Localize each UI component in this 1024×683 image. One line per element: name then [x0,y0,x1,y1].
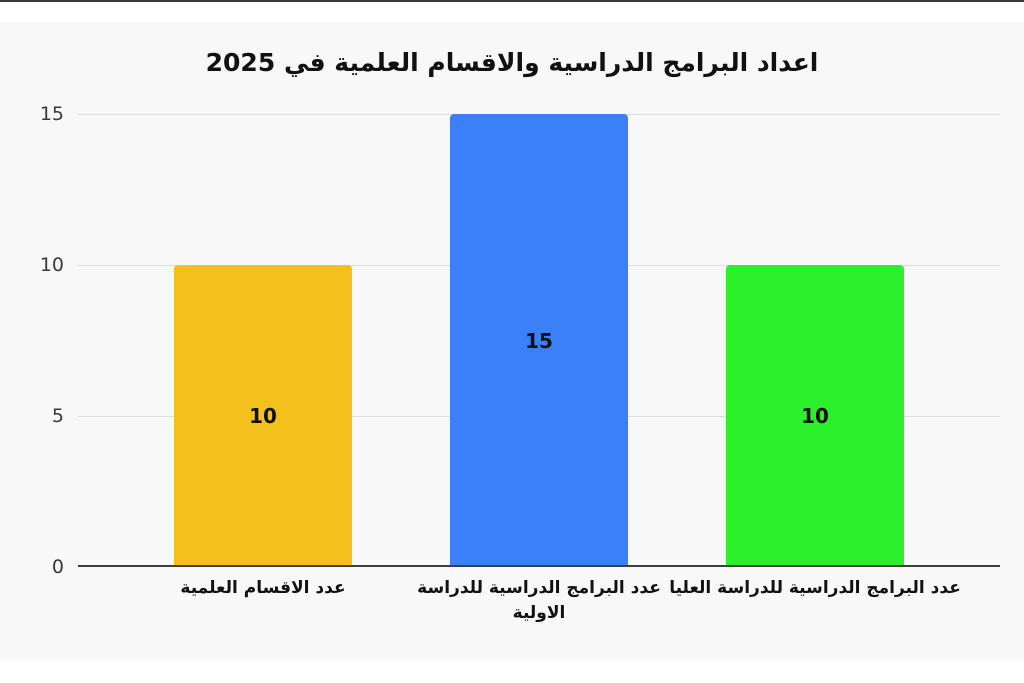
x-category-label: عدد الاقسام العلمية [180,578,346,598]
x-axis-baseline [78,565,1000,567]
x-category-label: عدد البرامج الدراسية للدراسة الاولية [417,578,661,623]
bar-value-label: 10 [249,404,277,428]
bar-value-label: 15 [525,328,553,353]
y-tick-label: 15 [39,103,64,125]
chart-title: اعداد البرامج الدراسية والاقسام العلمية … [205,48,819,77]
screenshot-top-border [0,0,1024,2]
bar-3: 10 [726,265,904,567]
y-tick-label: 0 [51,556,64,578]
bar-chart-card: اعداد البرامج الدراسية والاقسام العلمية … [0,22,1024,660]
bar-2: 15 [450,114,628,567]
y-tick-label: 5 [51,405,64,427]
x-category-label: عدد البرامج الدراسية للدراسة العليا [669,578,961,598]
plot-area: 10 15 10 [78,114,1000,567]
bar-1: 10 [174,265,352,567]
bar-value-label: 10 [801,404,829,428]
y-tick-label: 10 [39,254,64,276]
